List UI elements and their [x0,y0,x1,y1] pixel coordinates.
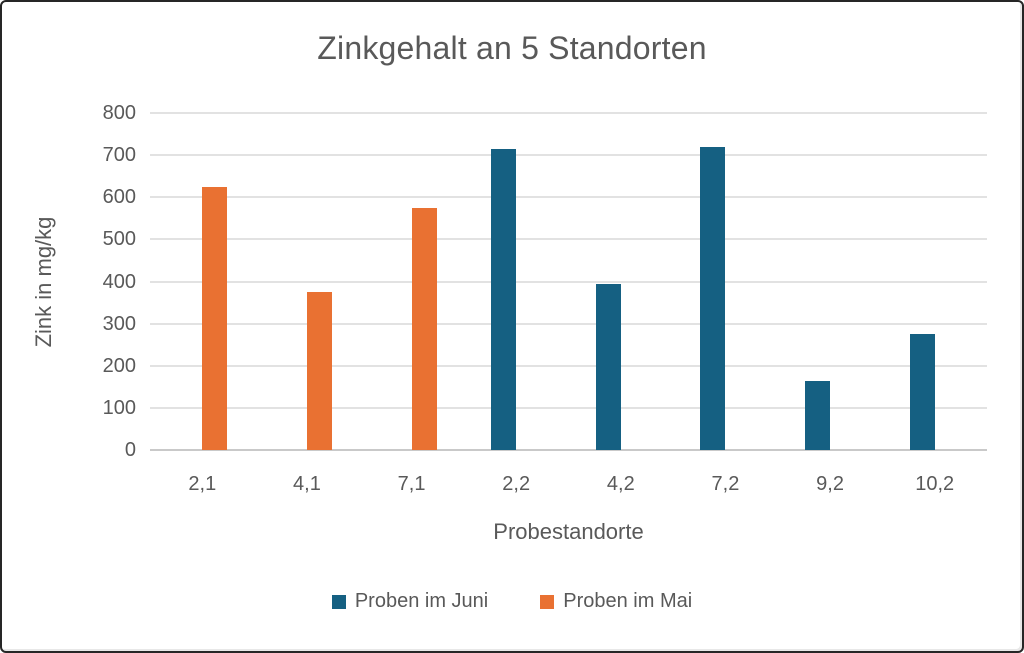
y-tick-label: 800 [102,102,136,124]
x-tick-label: 9,2 [816,473,844,495]
y-axis-title: Zink in mg/kg [31,216,56,348]
bar-2-1-proben-im-mai [202,186,228,450]
y-tick-label: 700 [102,144,136,167]
x-axis-line [150,449,987,451]
bar-2-2-proben-im-juni [491,148,517,450]
x-axis-title: Probestandorte [493,519,644,544]
legend-item-proben-im-juni: Proben im Juni [331,590,489,613]
y-tick-label: 600 [102,186,136,209]
x-tick-label: 2,2 [502,473,531,495]
x-tick-label: 4,1 [293,473,321,495]
legend-item-proben-im-mai: Proben im Mai [540,590,692,613]
x-tick-label: 7,2 [711,473,740,495]
y-tick-label: 400 [102,270,136,293]
y-tick-label: 500 [102,228,136,251]
bar-9-2-proben-im-juni [805,380,831,450]
bar-4-1-proben-im-mai [306,292,332,450]
y-tick-label: 0 [124,439,136,461]
legend-label: Proben im Juni [354,590,489,612]
gridline [150,322,987,325]
gridline [150,238,987,241]
y-tick-label: 200 [102,354,136,377]
legend: Proben im Juni Proben im Mai [2,590,1022,613]
bar-10-2-proben-im-juni [909,334,935,450]
x-tick-label: 2,1 [188,473,217,495]
bar-4-2-proben-im-juni [595,283,621,450]
legend-swatch-icon [331,594,346,609]
x-tick-label: 7,1 [397,473,426,495]
bar-7-2-proben-im-juni [700,146,726,450]
y-tick-label: 100 [102,396,136,419]
gridline [150,112,987,114]
x-tick-label: 10,2 [915,473,955,495]
chart-title: Zinkgehalt an 5 Standorten [317,30,707,66]
x-tick-label: 4,2 [606,473,635,495]
gridline [150,406,987,409]
gridline [150,154,987,157]
gridline [150,364,987,367]
legend-swatch-icon [540,594,555,609]
bar-7-1-proben-im-mai [411,207,437,450]
gridline [150,280,987,283]
legend-label: Proben im Mai [563,590,693,612]
gridline [150,196,987,199]
y-tick-label: 300 [102,312,136,335]
plot-area: 2,1 4,1 7,1 2,2 4,2 7,2 9,2 10,2 [150,112,987,495]
